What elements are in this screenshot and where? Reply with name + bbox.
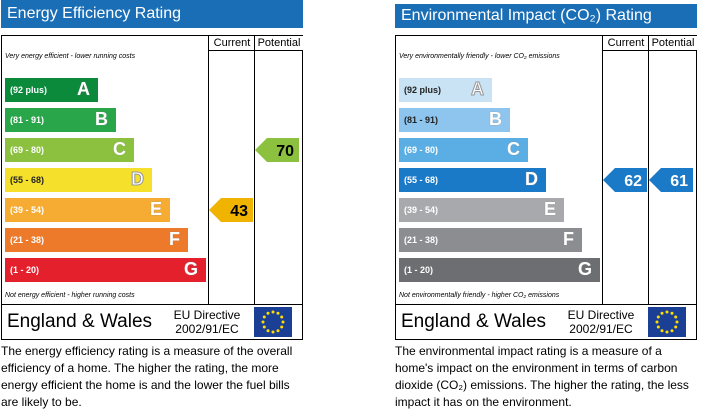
energy-description: The energy efficiency rating is a measur… xyxy=(1,344,293,409)
band-g: (1 - 20) G xyxy=(5,258,206,282)
band-range: (55 - 68) xyxy=(10,175,45,185)
band-b: (81 - 91) B xyxy=(399,108,510,132)
potential-rating-value: 70 xyxy=(276,143,294,160)
band-letter: C xyxy=(113,139,126,159)
band-range: (69 - 80) xyxy=(404,145,439,155)
band-letter: D xyxy=(525,169,538,189)
environment-description: The environmental impact rating is a mea… xyxy=(395,344,689,409)
band-range: (1 - 20) xyxy=(404,265,434,275)
band-letter: G xyxy=(577,259,592,279)
band-a: (92 plus) A xyxy=(399,78,492,102)
energy-efficiency-panel: Energy Efficiency Rating Current Potenti… xyxy=(1,0,303,409)
band-e: (39 - 54) E xyxy=(5,198,170,222)
eu-directive: EU Directive 2002/91/EC xyxy=(561,308,641,336)
environmental-impact-panel: Environmental Impact (CO₂) Rating Curren… xyxy=(395,0,697,409)
current-rating-arrow: 62 xyxy=(603,168,647,192)
band-f: (21 - 38) F xyxy=(399,228,582,252)
current-rating-value: 62 xyxy=(624,173,642,190)
band-range: (81 - 91) xyxy=(404,115,439,125)
band-range: (39 - 54) xyxy=(404,205,439,215)
region-label: England & Wales xyxy=(401,311,547,332)
top-note: Very energy efficient - lower running co… xyxy=(5,53,136,60)
band-f: (21 - 38) F xyxy=(5,228,188,252)
potential-rating-value: 61 xyxy=(670,173,688,190)
environment-chart-frame: Current Potential Very environmentally f… xyxy=(395,35,697,340)
band-d: (55 - 68) D xyxy=(399,168,546,192)
band-range: (92 plus) xyxy=(404,85,442,95)
directive-line1: EU Directive xyxy=(173,308,241,322)
band-letter: F xyxy=(563,229,574,249)
eu-flag-icon xyxy=(254,307,292,337)
band-range: (1 - 20) xyxy=(10,265,40,275)
band-range: (55 - 68) xyxy=(404,175,439,185)
directive-line2: 2002/91/EC xyxy=(175,322,239,336)
band-range: (81 - 91) xyxy=(10,115,45,125)
band-letter: F xyxy=(169,229,180,249)
band-range: (92 plus) xyxy=(10,85,48,95)
current-column-header: Current xyxy=(208,36,255,51)
current-rating-arrow: 43 xyxy=(209,198,253,222)
energy-chart-frame: Current Potential Very energy efficient … xyxy=(1,35,303,340)
band-letter: B xyxy=(489,109,502,129)
energy-panel-title: Energy Efficiency Rating xyxy=(1,0,303,28)
band-range: (39 - 54) xyxy=(10,205,45,215)
environment-panel-title: Environmental Impact (CO₂) Rating xyxy=(395,4,697,28)
band-c: (69 - 80) C xyxy=(399,138,528,162)
potential-column-header: Potential xyxy=(648,36,697,51)
bottom-note: Not energy efficient - higher running co… xyxy=(5,292,135,299)
band-b: (81 - 91) B xyxy=(5,108,116,132)
directive-line2: 2002/91/EC xyxy=(569,322,633,336)
band-d: (55 - 68) D xyxy=(5,168,152,192)
band-e: (39 - 54) E xyxy=(399,198,564,222)
eu-directive: EU Directive 2002/91/EC xyxy=(167,308,247,336)
current-rating-value: 43 xyxy=(230,203,248,220)
current-column-header: Current xyxy=(602,36,649,51)
potential-column-header: Potential xyxy=(254,36,303,51)
directive-line1: EU Directive xyxy=(567,308,635,322)
band-letter: A xyxy=(471,79,485,100)
band-letter: G xyxy=(183,259,198,279)
band-letter: C xyxy=(507,139,520,159)
band-letter: D xyxy=(131,169,145,190)
potential-rating-arrow: 70 xyxy=(255,138,299,162)
potential-rating-arrow: 61 xyxy=(649,168,693,192)
band-letter: B xyxy=(95,109,108,129)
band-a: (92 plus) A xyxy=(5,78,98,102)
band-c: (69 - 80) C xyxy=(5,138,134,162)
panel-footer: England & Wales EU Directive 2002/91/EC xyxy=(396,304,696,339)
band-letter: E xyxy=(149,199,162,219)
band-range: (21 - 38) xyxy=(10,235,45,245)
bottom-note: Not environmentally friendly - higher CO… xyxy=(399,292,560,299)
band-letter: E xyxy=(543,199,556,219)
top-note: Very environmentally friendly - lower CO… xyxy=(399,53,560,60)
panel-footer: England & Wales EU Directive 2002/91/EC xyxy=(2,304,302,339)
eu-flag-icon xyxy=(648,307,686,337)
band-range: (69 - 80) xyxy=(10,145,45,155)
band-g: (1 - 20) G xyxy=(399,258,600,282)
region-label: England & Wales xyxy=(7,311,153,332)
band-range: (21 - 38) xyxy=(404,235,439,245)
band-letter: A xyxy=(77,79,90,99)
